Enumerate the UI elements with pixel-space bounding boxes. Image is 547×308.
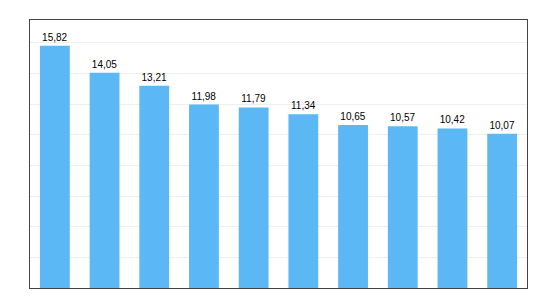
svg-text:11,79: 11,79 <box>241 93 266 104</box>
svg-text:10,65: 10,65 <box>340 111 365 122</box>
svg-text:10,07: 10,07 <box>489 120 514 131</box>
svg-text:13,21: 13,21 <box>142 72 167 83</box>
svg-text:11,34: 11,34 <box>291 100 316 111</box>
svg-text:11,98: 11,98 <box>192 91 217 102</box>
svg-text:10,57: 10,57 <box>390 112 415 123</box>
svg-text:10,42: 10,42 <box>440 114 465 125</box>
svg-text:14,05: 14,05 <box>92 59 117 70</box>
svg-text:15,82: 15,82 <box>42 32 67 43</box>
